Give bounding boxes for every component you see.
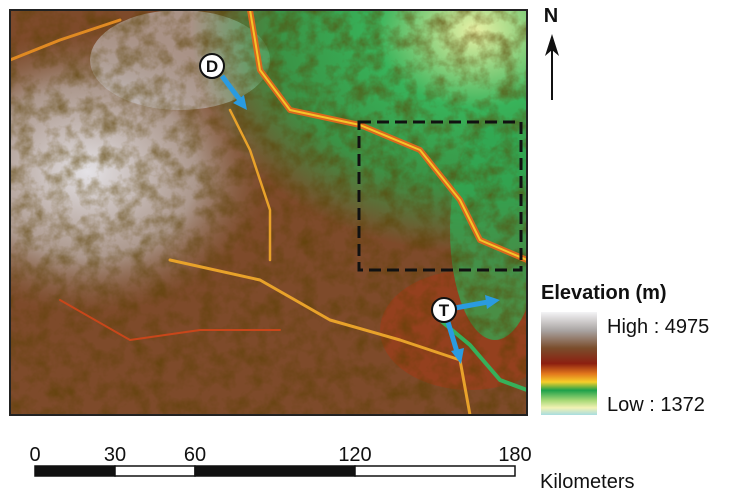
legend-high: High : 4975 [607,316,709,338]
marker-label: T [439,301,450,320]
north-arrow: N [544,5,559,100]
scale-bar: Kilometers 0 30 60 120 180 [29,444,634,493]
marker-label: D [206,57,218,76]
legend-title: Elevation (m) [541,282,667,304]
north-label: N [544,5,558,27]
scale-segment [195,466,355,476]
color-ramp [541,312,597,415]
terrain [10,10,560,415]
scale-tick-label: 120 [338,444,371,466]
scale-tick-label: 30 [104,444,126,466]
scale-segment [355,466,515,476]
legend-low: Low : 1372 [607,394,705,416]
scale-tick-label: 0 [29,444,40,466]
scale-unit: Kilometers [540,471,634,493]
scale-segment [35,466,115,476]
legend: Elevation (m) High : 4975 Low : 1372 [541,282,709,416]
map-figure: D T N Elevation (m) High : 4975 Low : 13… [0,0,736,494]
scale-tick-label: 60 [184,444,206,466]
scale-tick-label: 180 [498,444,531,466]
scale-segment [115,466,195,476]
